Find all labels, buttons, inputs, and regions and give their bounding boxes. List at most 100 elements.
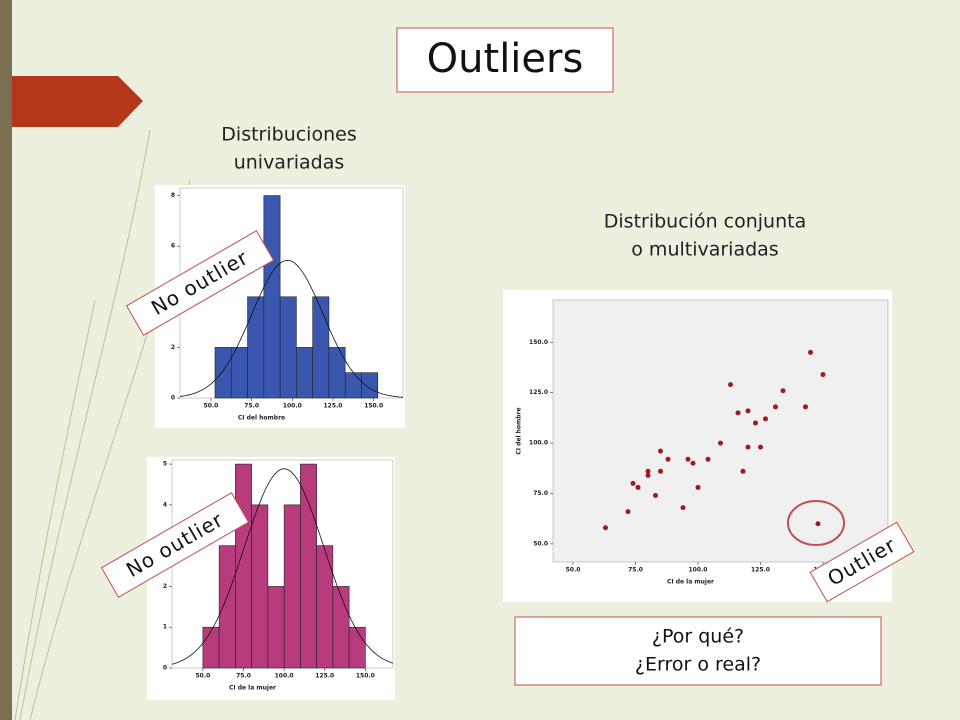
x-axis-label: CI de la mujer [229, 685, 276, 692]
plot-area [552, 299, 889, 563]
x-tick-label: 100.0 [689, 567, 708, 574]
x-tick-label: 75.0 [244, 403, 259, 410]
point [780, 388, 786, 394]
y-tick-label: 150.0 [529, 339, 548, 346]
point [753, 420, 758, 426]
y-tick-label: 5 [163, 461, 167, 468]
y-tick-label: 4 [163, 501, 167, 508]
x-axis-label: CI de la mujer [667, 579, 714, 586]
highlight-circle [787, 500, 845, 546]
point [653, 492, 658, 498]
y-tick-label: 0 [171, 395, 175, 402]
x-tick-label: 75.0 [236, 673, 251, 680]
point [773, 404, 778, 410]
decor-line [19, 129, 151, 720]
tag-box [100, 492, 250, 598]
point [658, 448, 663, 454]
y-tick-label: 75.0 [533, 490, 548, 497]
y-tick-label: 1 [163, 624, 167, 631]
bar [218, 545, 236, 669]
bar [283, 504, 301, 669]
tag-box [125, 230, 275, 336]
question: ¿Por qué? [652, 626, 744, 648]
heading: Distribución conjunta [604, 211, 806, 233]
question-box [514, 616, 882, 686]
x-tick-label: 75.0 [628, 567, 643, 574]
bar [214, 347, 232, 399]
point [635, 484, 641, 490]
point [695, 484, 701, 490]
point [645, 468, 651, 474]
heading: Distribuciones [221, 124, 356, 146]
y-tick-label: 2 [163, 583, 167, 590]
point [758, 444, 763, 450]
fit-curve [179, 259, 404, 398]
bar [247, 296, 265, 399]
title-box [396, 27, 614, 93]
point [763, 416, 768, 422]
y-tick-label: 125.0 [529, 389, 548, 396]
tag-box [809, 521, 915, 603]
x-tick-label: 125.0 [324, 403, 343, 410]
chart: 50.0 75.0 100.0 125.0 150.0 50.0 75.0 100.0 125.… [516, 299, 889, 586]
bar [316, 545, 334, 669]
x-tick-label: 50.0 [204, 403, 219, 410]
x-tick-label: 100.0 [275, 673, 294, 680]
y-tick-label: 2 [171, 344, 175, 351]
point [745, 444, 751, 450]
x-tick-label: 50.0 [195, 673, 210, 680]
y-tick-label: 100.0 [529, 440, 548, 447]
point [603, 525, 608, 531]
x-axis-label: CI del hombre [238, 415, 285, 422]
point [803, 404, 808, 410]
x-tick-label: 150.0 [364, 403, 383, 410]
bar [300, 463, 317, 669]
point [808, 349, 813, 355]
point [735, 410, 741, 416]
heading: univariadas [234, 152, 345, 174]
bar [202, 626, 220, 669]
point [820, 372, 826, 378]
x-tick-label: 150.0 [356, 673, 375, 680]
fit-curve [171, 468, 394, 665]
heading: o multivariadas [631, 239, 778, 261]
x-tick-label: 100.0 [283, 403, 302, 410]
bar [328, 347, 346, 399]
y-tick-label: 6 [171, 243, 175, 250]
decor-line [14, 299, 96, 720]
point [685, 456, 691, 462]
bar [361, 372, 379, 399]
bar [344, 372, 362, 399]
point [665, 456, 671, 462]
y-tick-label: 50.0 [533, 540, 548, 547]
x-tick-label: 125.0 [315, 673, 334, 680]
point [718, 440, 723, 446]
point [645, 472, 651, 478]
x-tick-label: 125.0 [751, 567, 770, 574]
point [815, 521, 821, 527]
point [705, 456, 711, 462]
point [690, 460, 696, 466]
title: Outliers [427, 36, 584, 82]
x-tick-label: 50.0 [566, 567, 581, 574]
bar [296, 347, 313, 399]
point [680, 505, 686, 511]
question: ¿Error o real? [635, 654, 761, 676]
point [630, 480, 636, 486]
point [728, 382, 733, 388]
point [658, 468, 663, 474]
y-tick-label: 8 [171, 192, 175, 199]
bar [312, 296, 330, 399]
bar [348, 626, 366, 669]
y-axis-label: CI del hombre [516, 407, 523, 454]
point [625, 509, 631, 515]
bar [230, 347, 248, 399]
point [740, 468, 746, 474]
left-stripe [0, 0, 12, 720]
bar [263, 195, 281, 399]
